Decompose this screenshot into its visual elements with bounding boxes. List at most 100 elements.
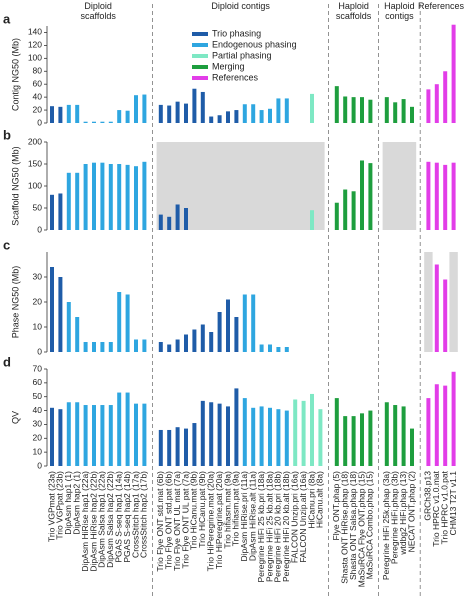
- x-tick-label: Trio HPRC v1.0.pat: [439, 470, 449, 544]
- bar: [310, 393, 314, 466]
- y-tick-label: 200: [28, 136, 42, 146]
- x-tick-label: DipAsm Salsa hap1 (22a): [97, 471, 107, 568]
- x-tick-label: Trio Flye ONT UL pat (7a): [180, 471, 190, 569]
- x-tick-label: Trio Flye ONT std.mat (6b): [155, 471, 165, 572]
- y-tick-label: 20: [33, 433, 43, 443]
- bar: [351, 97, 356, 123]
- bar: [58, 106, 63, 123]
- bar: [184, 334, 188, 352]
- bar: [92, 405, 96, 466]
- bar: [100, 121, 105, 123]
- bar: [226, 299, 230, 352]
- bar: [175, 427, 180, 466]
- panel-label: d: [3, 354, 11, 369]
- bar: [108, 342, 113, 352]
- bar: [242, 104, 247, 123]
- x-tick-label: HiCanu.alt (8a): [315, 471, 325, 528]
- y-axis-label: Phase NG50 (Mb): [10, 266, 20, 339]
- x-tick-label: FALCON Unzip.pri (16a): [289, 471, 299, 563]
- x-tick-label: Trio hifiasm.mat (9a): [222, 471, 232, 549]
- bar: [134, 166, 138, 230]
- x-tick-label: Trio HiCanu.pat (9b): [197, 471, 207, 548]
- bar: [209, 402, 214, 466]
- bar: [426, 161, 431, 230]
- bar: [393, 102, 398, 123]
- legend-label: Trio phasing: [212, 28, 261, 38]
- x-tick-label: Trio Flye ONT std.pat (6b): [163, 471, 173, 569]
- bar: [192, 88, 197, 123]
- bar: [276, 347, 281, 352]
- bar: [66, 402, 71, 466]
- bar: [134, 403, 138, 466]
- bar: [443, 164, 448, 230]
- x-tick-label: DipAsm Salsa hap2 (22b): [105, 471, 115, 568]
- bar: [343, 189, 348, 230]
- bar: [184, 103, 188, 123]
- bar: [434, 384, 439, 466]
- legend-swatch: [192, 76, 208, 80]
- x-tick-label: Peregrine HiFi 25 kb.pri (18a): [256, 471, 266, 583]
- x-tick-label: DipAsm HiRise hap2 (22b): [88, 471, 98, 572]
- bar: [242, 398, 247, 466]
- y-tick-label: 0: [37, 346, 42, 356]
- y-axis-label: Scaffold NG50 (Mb): [10, 146, 20, 225]
- y-tick-label: 20: [33, 296, 43, 306]
- y-tick-label: 30: [33, 271, 43, 281]
- y-tick-label: 0: [37, 117, 42, 127]
- bar: [92, 162, 96, 230]
- bar: [310, 210, 314, 230]
- bar: [184, 208, 188, 230]
- bar: [443, 71, 448, 123]
- bar: [75, 402, 80, 466]
- y-tick-label: 10: [33, 446, 43, 456]
- bar: [167, 429, 172, 466]
- bar: [318, 409, 323, 466]
- bar: [200, 324, 205, 352]
- y-axis-label: QV: [10, 411, 20, 424]
- bar: [50, 106, 54, 123]
- x-tick-label: Trio VGPmat (23a): [46, 471, 56, 542]
- bar: [217, 403, 222, 466]
- bar: [284, 347, 289, 352]
- bar: [401, 99, 406, 123]
- legend-label: Endogenous phasing: [212, 39, 297, 49]
- y-tick-label: 50: [33, 391, 43, 401]
- bar: [167, 105, 172, 123]
- bar: [310, 93, 314, 123]
- bar: [184, 428, 188, 466]
- bar: [108, 121, 113, 123]
- bar: [384, 97, 389, 123]
- bar: [117, 110, 122, 123]
- x-tick-label: Trio hifiasm.pat (9a): [231, 471, 241, 546]
- x-tick-label: FALCON Unzip.alt (16a): [298, 471, 308, 563]
- bar: [92, 342, 96, 352]
- x-tick-label: Peregrine HiFi 25k.phap (3a): [381, 471, 391, 580]
- bar: [83, 342, 88, 352]
- bar: [142, 161, 147, 230]
- bar: [334, 86, 339, 123]
- bar: [175, 204, 180, 230]
- bar: [66, 172, 71, 230]
- x-tick-label: CrossStitch hap1 (17a): [130, 471, 140, 558]
- group-header: References: [417, 1, 465, 11]
- x-tick-label: DipAsm HiRise.alt (11a): [247, 471, 257, 561]
- bar: [368, 410, 373, 466]
- legend-label: Merging: [212, 61, 245, 71]
- y-axis-label: Contig NG50 (Mb): [10, 38, 20, 111]
- bar: [50, 267, 54, 352]
- y-tick-label: 100: [28, 180, 42, 190]
- x-tick-label: DipAsm HiRise.pri (11a): [239, 471, 249, 562]
- bar: [242, 294, 247, 352]
- bar: [426, 89, 431, 123]
- bar: [83, 121, 88, 123]
- bar: [125, 110, 130, 123]
- x-tick-label: MaSuRCA Flye ONT.phap (15): [356, 471, 366, 587]
- bar: [142, 403, 147, 466]
- bar: [125, 164, 130, 230]
- legend-label: Partial phasing: [212, 50, 272, 60]
- y-tick-label: 60: [33, 377, 43, 387]
- x-tick-label: Shasta ONT Salsa.phap (18): [348, 471, 358, 580]
- y-tick-label: 50: [33, 202, 43, 212]
